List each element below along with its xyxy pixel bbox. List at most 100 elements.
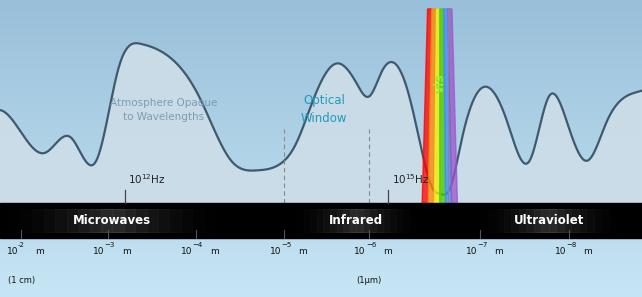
Bar xyxy=(541,208,557,233)
Bar xyxy=(0,111,642,115)
Bar xyxy=(350,208,363,233)
Bar xyxy=(0,152,642,156)
Bar xyxy=(21,208,204,233)
Bar xyxy=(0,252,642,256)
Bar xyxy=(0,189,642,193)
Bar xyxy=(0,134,642,137)
Bar xyxy=(0,100,642,104)
Bar xyxy=(284,208,429,233)
Bar xyxy=(32,208,193,233)
Bar xyxy=(0,178,642,182)
Text: -2: -2 xyxy=(18,242,25,248)
Bar xyxy=(474,208,624,233)
Bar xyxy=(0,86,642,89)
Bar xyxy=(297,208,415,233)
Bar xyxy=(0,37,642,41)
Bar xyxy=(67,208,158,233)
Text: −8: −8 xyxy=(566,242,577,248)
Bar xyxy=(44,208,181,233)
Text: 10: 10 xyxy=(6,247,18,255)
Bar xyxy=(0,208,227,233)
Bar xyxy=(0,123,642,126)
Polygon shape xyxy=(422,9,431,203)
Text: 10: 10 xyxy=(270,247,281,255)
Bar xyxy=(0,203,642,238)
Bar xyxy=(496,208,602,233)
Bar xyxy=(504,208,594,233)
Bar xyxy=(0,230,642,234)
Bar xyxy=(0,290,642,293)
Bar xyxy=(519,208,579,233)
Text: (1μm): (1μm) xyxy=(356,276,382,285)
Text: 10: 10 xyxy=(465,247,477,255)
Bar xyxy=(0,56,642,59)
Bar xyxy=(10,208,215,233)
Bar xyxy=(0,7,642,11)
Polygon shape xyxy=(440,9,446,203)
Bar xyxy=(0,156,642,160)
Text: Atmosphere Opaque
to Wavelengths: Atmosphere Opaque to Wavelengths xyxy=(110,98,218,122)
Bar xyxy=(0,59,642,63)
Bar xyxy=(0,34,642,37)
Bar xyxy=(0,267,642,271)
Text: m: m xyxy=(383,247,392,255)
Bar xyxy=(0,137,642,141)
Bar xyxy=(534,208,564,233)
Bar xyxy=(0,104,642,108)
Bar xyxy=(0,126,642,130)
Bar xyxy=(89,208,135,233)
Text: 10: 10 xyxy=(181,247,193,255)
Bar xyxy=(512,208,586,233)
Bar xyxy=(317,208,395,233)
Bar xyxy=(0,293,642,297)
Bar xyxy=(0,48,642,52)
Text: 10: 10 xyxy=(354,247,366,255)
Bar xyxy=(0,89,642,93)
Text: m: m xyxy=(35,247,44,255)
Bar xyxy=(78,208,146,233)
Bar xyxy=(0,264,642,267)
Bar xyxy=(0,63,642,67)
Text: m: m xyxy=(299,247,308,255)
Bar xyxy=(0,182,642,186)
Bar xyxy=(489,208,609,233)
Bar xyxy=(0,186,642,189)
Text: (1 cm): (1 cm) xyxy=(8,276,35,285)
Text: m: m xyxy=(210,247,219,255)
Text: 10: 10 xyxy=(555,247,566,255)
Bar xyxy=(0,15,642,18)
Bar xyxy=(55,208,169,233)
Bar xyxy=(0,163,642,167)
Bar xyxy=(0,78,642,82)
Bar xyxy=(0,238,642,241)
Bar xyxy=(101,208,124,233)
Bar xyxy=(0,193,642,197)
Bar xyxy=(0,41,642,45)
Bar xyxy=(467,208,631,233)
Bar xyxy=(291,208,422,233)
Bar xyxy=(0,197,642,200)
Text: m: m xyxy=(122,247,131,255)
Text: Optical
Window: Optical Window xyxy=(301,94,347,125)
Bar xyxy=(0,26,642,30)
Bar xyxy=(0,119,642,122)
Text: −3: −3 xyxy=(105,242,115,248)
Bar xyxy=(0,82,642,86)
Polygon shape xyxy=(444,9,451,203)
Bar xyxy=(0,275,642,279)
Text: $10^{15}$Hz: $10^{15}$Hz xyxy=(392,172,429,186)
Text: 10: 10 xyxy=(93,247,105,255)
Bar xyxy=(0,145,642,148)
Bar xyxy=(0,18,642,22)
Bar xyxy=(304,208,409,233)
Bar xyxy=(0,167,642,171)
Bar xyxy=(0,108,642,111)
Text: Microwaves: Microwaves xyxy=(73,214,152,227)
Bar xyxy=(0,208,238,233)
Text: m: m xyxy=(494,247,503,255)
Bar xyxy=(0,256,642,260)
Text: −4: −4 xyxy=(193,242,203,248)
Text: m: m xyxy=(584,247,593,255)
Bar xyxy=(0,97,642,100)
Bar xyxy=(324,208,389,233)
